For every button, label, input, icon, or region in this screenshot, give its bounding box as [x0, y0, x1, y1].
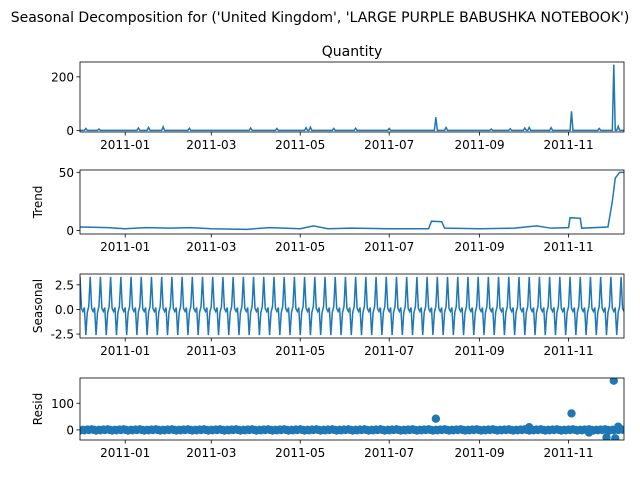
x-tick-label: 2011-01 [100, 446, 150, 460]
y-tick-label: 0 [66, 124, 74, 138]
series-group [80, 171, 624, 231]
x-tick-label: 2011-11 [544, 446, 594, 460]
x-tick-label: 2011-07 [364, 344, 414, 358]
x-tick-label: 2011-09 [455, 446, 505, 460]
axes-frame [79, 61, 625, 133]
series-group [80, 276, 624, 336]
quantity-line [80, 64, 624, 132]
y-tick-label: 0.0 [55, 303, 74, 317]
series-group [80, 378, 624, 440]
y-tick-label: -2.5 [51, 328, 74, 342]
subplot-3: 2.5 0.0 -2.5 2011-01 2011-03 2011-05 2011-07 20… [31, 273, 625, 358]
axes-frame [79, 169, 625, 235]
x-tick-label: 2011-05 [275, 446, 325, 460]
subplot-title: Quantity [322, 44, 383, 60]
x-tick-label: 2011-11 [544, 240, 594, 254]
x-tick-label: 2011-09 [455, 344, 505, 358]
subplot-4: 0 100 2011-01 2011-03 2011-05 2011-07 2011-09 2… [31, 377, 625, 460]
x-tick-label: 2011-01 [100, 240, 150, 254]
resid-outlier-point [611, 434, 620, 440]
x-tick-label: 2011-05 [275, 344, 325, 358]
x-tick-label: 2011-07 [364, 446, 414, 460]
resid-outlier-point [567, 409, 576, 418]
x-tick-label: 2011-03 [186, 344, 236, 358]
y-tick-label: 2.5 [55, 278, 74, 292]
y-tick-label: 100 [51, 397, 74, 411]
y-axis-label: Resid [31, 393, 45, 425]
resid-outlier-point [602, 433, 611, 440]
x-tick-label: 2011-03 [186, 138, 236, 152]
x-tick-label: 2011-11 [544, 344, 594, 358]
x-tick-label: 2011-09 [455, 240, 505, 254]
y-tick-label: 0 [66, 423, 74, 437]
y-tick-label: 50 [59, 166, 74, 180]
y-tick-label: 200 [51, 70, 74, 84]
resid-outlier-point [584, 428, 594, 437]
x-tick-label: 2011-03 [186, 446, 236, 460]
x-tick-label: 2011-01 [100, 138, 150, 152]
x-tick-label: 2011-05 [275, 240, 325, 254]
y-axis-label: Seasonal [31, 279, 45, 333]
x-tick-label: 2011-07 [364, 138, 414, 152]
resid-outlier-point [431, 414, 441, 423]
y-axis-label: Trend [31, 186, 45, 220]
resid-outlier-point [609, 378, 618, 385]
subplot-2: 0 50 2011-01 2011-03 2011-05 2011-07 2011-09 20… [31, 166, 625, 254]
x-tick-label: 2011-01 [100, 344, 150, 358]
figure-suptitle: Seasonal Decomposition for ('United King… [11, 10, 630, 26]
axes-frame [79, 377, 625, 441]
resid-outlier-point [525, 423, 534, 432]
resid-outlier-point [613, 422, 623, 431]
x-tick-label: 2011-03 [186, 240, 236, 254]
x-tick-label: 2011-05 [275, 138, 325, 152]
axes-frame [79, 273, 625, 339]
x-tick-label: 2011-07 [364, 240, 414, 254]
x-tick-label: 2011-09 [455, 138, 505, 152]
x-tick-label: 2011-11 [544, 138, 594, 152]
trend-line [80, 171, 624, 231]
seasonal-line [80, 276, 624, 336]
subplot-1: 0 200 2011-01 2011-03 2011-05 2011-07 2011-09 2… [51, 44, 625, 152]
y-tick-label: 0 [66, 224, 74, 238]
series-group [80, 64, 624, 132]
